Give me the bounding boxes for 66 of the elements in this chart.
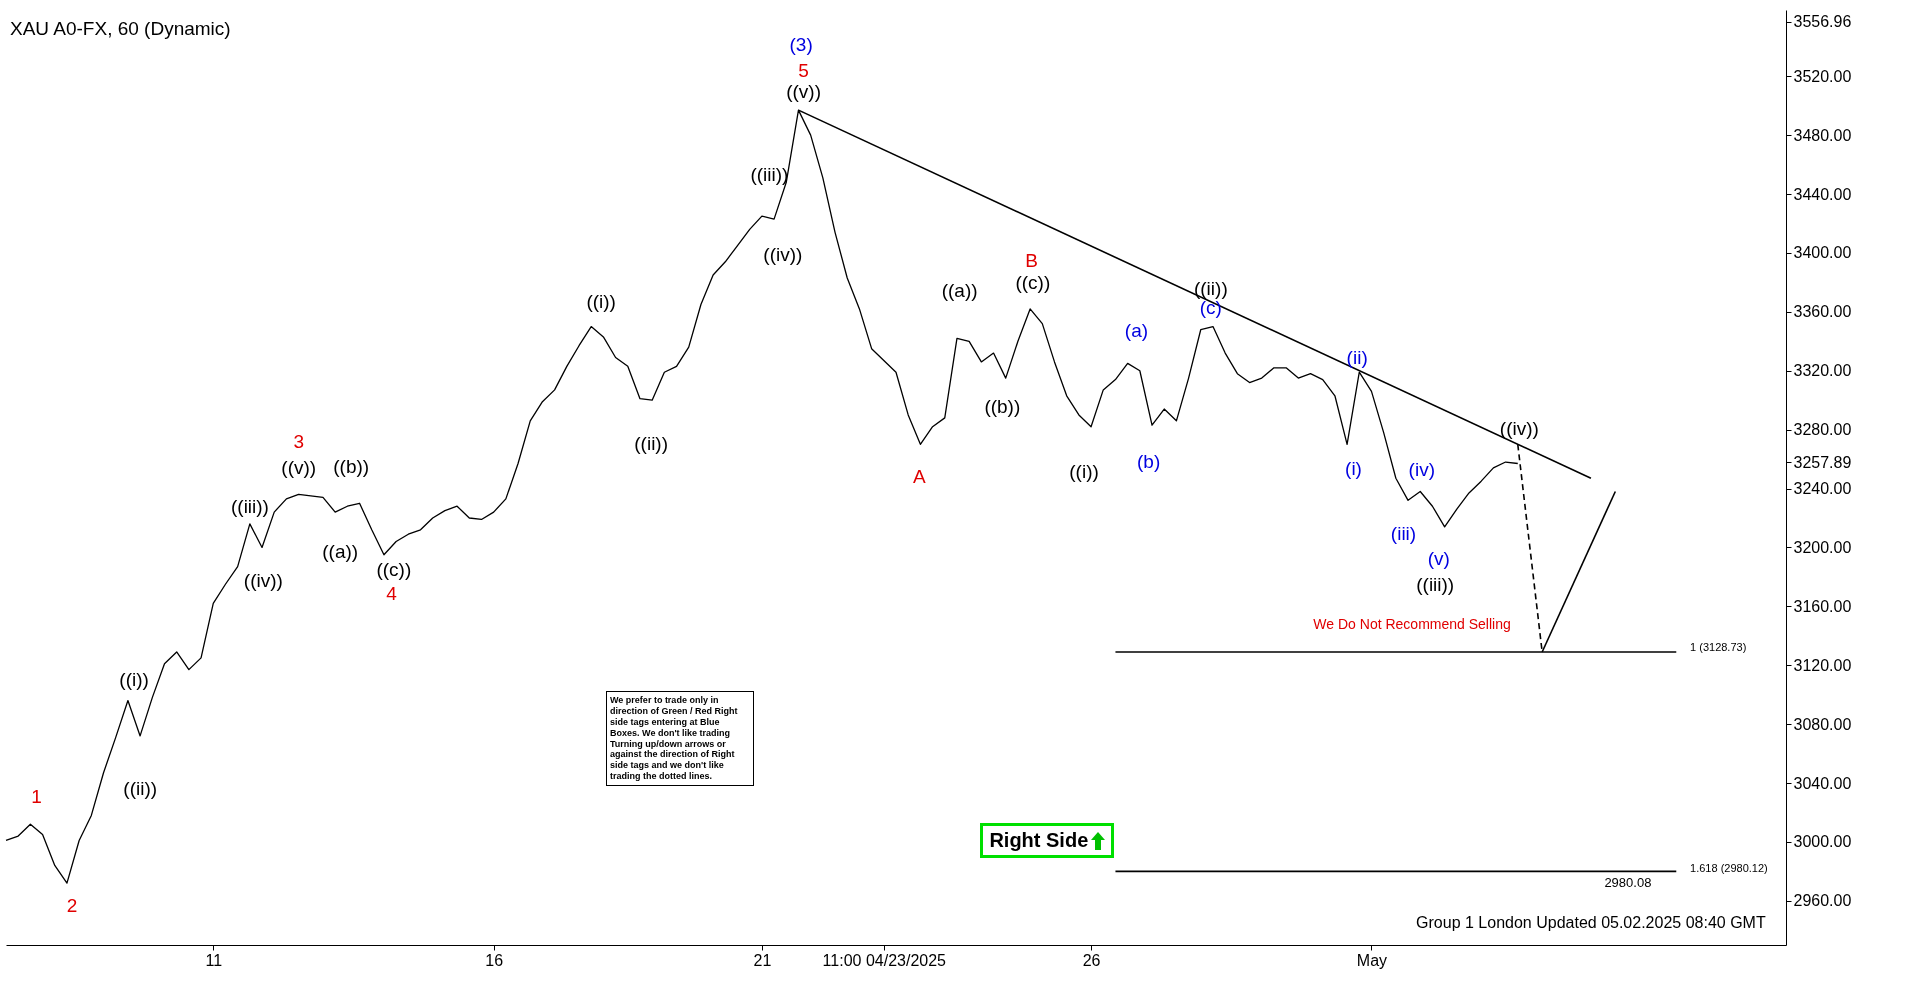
annotation: Right Side [989,829,1089,853]
annotation: ((ii)) [123,777,158,799]
annotation: ((iii)) [1416,573,1455,595]
annotation: 5 [798,59,809,80]
annotation: 2 [66,894,78,916]
x-tick-label: 11:00 04/23/2025 [822,951,947,969]
annotation: ((ii)) [1193,277,1228,299]
annotation: ((ii)) [634,432,669,454]
annotation: (iv) [1408,458,1435,480]
y-tick-label: 3520.00 [1793,67,1852,85]
annotation: ((iv)) [1499,417,1539,439]
y-tick-label: 2960.00 [1793,892,1852,910]
annotation: ((i)) [119,668,149,690]
annotation: ((iv)) [763,243,803,265]
annotation: ((iv)) [243,569,283,591]
y-tick-label: 3556.96 [1793,13,1852,31]
annotation: ((c)) [376,558,412,580]
y-tick-label: 3040.00 [1793,774,1852,792]
annotation: Group 1 London Updated 05.02.2025 08:40 GMT [1416,914,1766,933]
annotation: (v) [1427,547,1450,569]
x-tick-label: 21 [753,951,772,969]
x-tick-label: 26 [1082,951,1101,969]
annotation: (iii) [1390,522,1417,544]
annotation: ((v)) [786,80,821,102]
annotation: A [913,465,926,487]
y-tick-label: 3280.00 [1793,421,1852,439]
annotation: ((iii)) [750,163,789,185]
y-tick-label: 3160.00 [1793,597,1852,615]
y-tick-label: 3360.00 [1793,303,1852,321]
annotation: ((b)) [333,455,370,477]
annotation: 4 [386,582,397,604]
annotation: We Do Not Recommend Selling [1313,616,1511,633]
chart-title: XAU A0-FX, 60 (Dynamic) [10,18,231,40]
annotation: ((v)) [281,456,317,478]
annotation: B [1025,249,1038,271]
annotation: ((c)) [1015,271,1051,293]
annotation: ((a)) [941,279,978,301]
annotation: ((i)) [1069,460,1099,482]
y-tick-label: 3000.00 [1793,833,1852,851]
annotation: 1 (3128.73) [1690,640,1747,653]
y-tick-label: 3257.89 [1793,453,1852,471]
y-tick-label: 3240.00 [1793,480,1852,498]
annotation: 1 [31,785,42,807]
x-tick-label: 16 [485,951,504,969]
y-tick-label: 3320.00 [1793,362,1852,380]
y-tick-label: 3120.00 [1793,656,1852,674]
annotation: (b) [1137,450,1161,472]
y-tick-label: 3480.00 [1793,126,1852,144]
y-tick-label: 3440.00 [1793,185,1852,203]
y-tick-label: 3200.00 [1793,538,1852,556]
annotation: ((a)) [322,540,359,562]
annotation: (3) [789,33,813,55]
x-tick-label: May [1356,951,1388,969]
y-tick-label: 3080.00 [1793,715,1852,733]
annotation: 2980.08 [1604,874,1652,890]
annotation: ((i)) [586,290,616,312]
annotation: We prefer to trade only in direction of Green / Red Right side tags entering at Blue Boxes. We don't like trading Turning up/down arrows or against the direction of Right side tags and we don't like trading the dotted lines. [606,691,755,786]
annotation: ((b)) [984,395,1021,417]
annotation: 3 [293,430,305,452]
x-tick-label: 11 [205,951,223,969]
annotation: (ii) [1346,346,1368,368]
annotation: (a) [1124,319,1149,341]
y-tick-label: 3400.00 [1793,244,1852,262]
annotation: ((iii)) [230,495,269,517]
annotation: (i) [1345,457,1362,479]
annotation: 1.618 (2980.12) [1690,861,1768,874]
